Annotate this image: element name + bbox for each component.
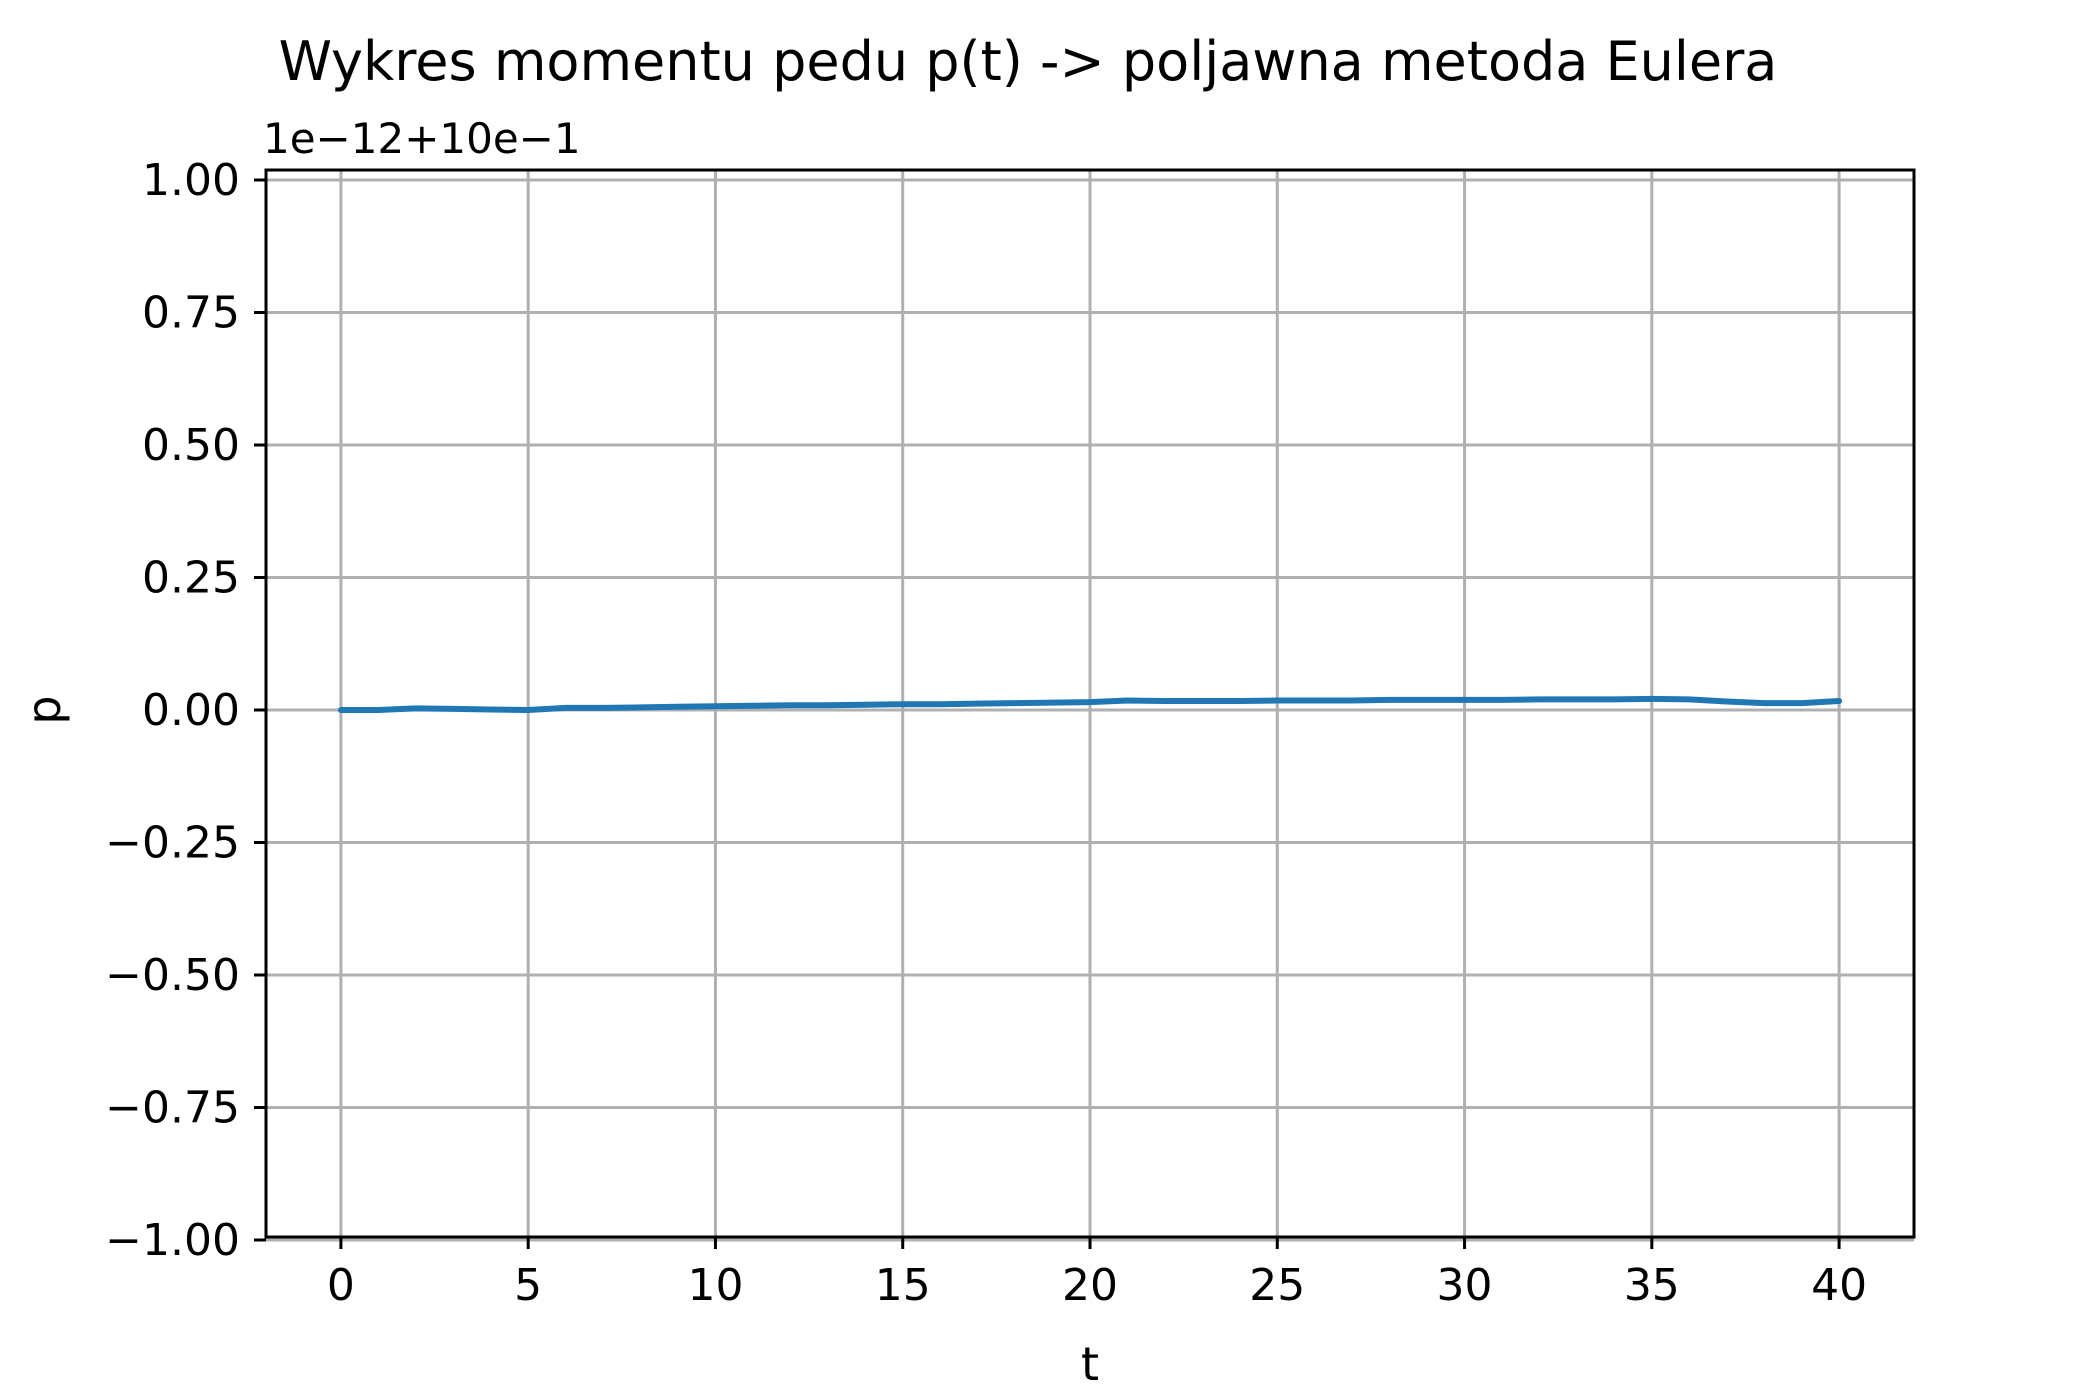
y-tick-label: −0.75 [105, 1083, 240, 1134]
x-axis-label: t [1081, 1337, 1099, 1391]
y-axis-offset-label: 1e−12+10e−1 [263, 114, 581, 163]
y-tick-label: 0.75 [142, 288, 240, 339]
x-tick-label: 5 [514, 1260, 542, 1311]
x-tick-label: 40 [1811, 1260, 1867, 1311]
y-tick-label: 0.50 [142, 420, 240, 471]
x-tick-label: 15 [875, 1260, 931, 1311]
y-axis-label: p [17, 695, 71, 724]
x-tick-label: 30 [1437, 1260, 1493, 1311]
chart-title: Wykres momentu pedu p(t) -> poljawna met… [279, 30, 1778, 93]
x-axis-ticks: 0 5 10 15 20 25 30 35 40 [327, 1237, 1867, 1311]
y-tick-label: 0.25 [142, 553, 240, 604]
x-tick-label: 20 [1062, 1260, 1118, 1311]
y-tick-label: −1.00 [105, 1215, 240, 1266]
y-tick-label: −0.25 [105, 818, 240, 869]
x-tick-label: 10 [687, 1260, 743, 1311]
y-tick-label: −0.50 [105, 950, 240, 1001]
y-tick-label: 1.00 [142, 155, 240, 206]
y-tick-label: 0.00 [142, 685, 240, 736]
series-line [337, 695, 1843, 713]
x-tick-label: 0 [327, 1260, 355, 1311]
plot-area [337, 695, 1843, 713]
x-tick-label: 25 [1249, 1260, 1305, 1311]
y-axis-ticks: 1.00 0.75 0.50 0.25 0.00 −0.25 −0.50 −0.75 −1.00 [105, 155, 266, 1266]
x-tick-label: 35 [1624, 1260, 1680, 1311]
